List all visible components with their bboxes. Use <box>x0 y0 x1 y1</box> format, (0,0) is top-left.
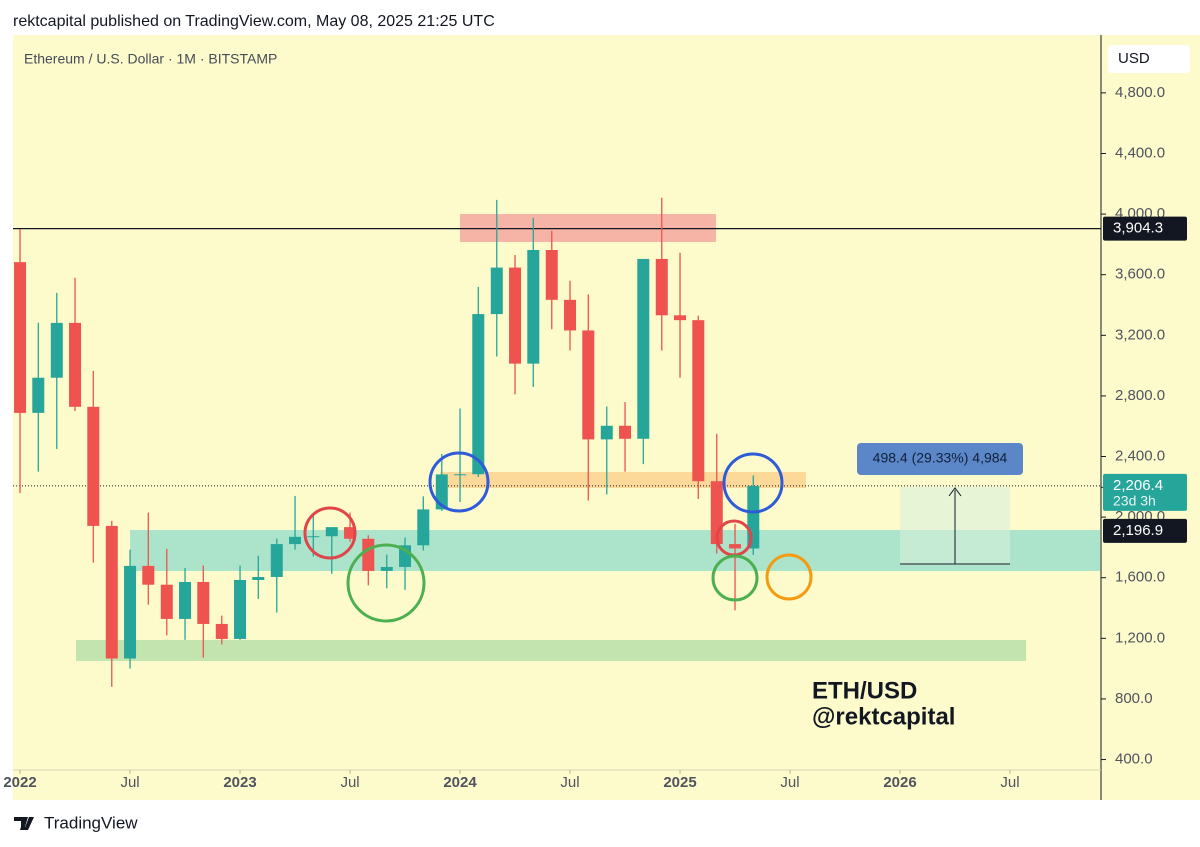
candle-body <box>160 584 173 619</box>
candle-body <box>362 538 375 571</box>
y-tick-label: 1,600.0 <box>1115 569 1165 586</box>
y-tick-label: 2,800.0 <box>1115 387 1165 404</box>
candle-body <box>527 250 540 364</box>
footer <box>0 800 1200 847</box>
candle-body <box>307 536 320 538</box>
candle-body <box>674 315 687 321</box>
candle-body <box>325 527 338 537</box>
x-tick-label: Jul <box>1000 774 1019 791</box>
price-label: 3,904.3 <box>1113 220 1163 237</box>
price-label-box <box>1103 518 1187 543</box>
y-tick-label: 400.0 <box>1115 751 1153 768</box>
measure-arrowhead <box>948 487 962 497</box>
candle-body <box>14 262 27 413</box>
candle-body <box>692 320 705 482</box>
candle-body <box>50 322 63 378</box>
x-tick-label: Jul <box>780 774 799 791</box>
candle-body <box>69 322 82 407</box>
measure-label: 498.4 (29.33%) 4,984 <box>873 450 1008 466</box>
candle-body <box>179 581 192 619</box>
candle-body <box>454 474 467 476</box>
price-label-box <box>1103 216 1187 241</box>
circle <box>346 543 426 623</box>
candles <box>14 197 760 687</box>
candle-body <box>655 258 668 316</box>
candle-body <box>545 250 558 300</box>
x-tick-label: 2022 <box>3 774 36 791</box>
y-tick-label: 3,200.0 <box>1115 326 1165 343</box>
price-label: 2,196.9 <box>1113 522 1163 539</box>
candle-body <box>197 581 210 624</box>
brand: TradingView <box>44 813 138 832</box>
candle-body <box>729 544 742 549</box>
watermark: @rektcapital <box>812 703 955 730</box>
price-label: 2,206.4 <box>1113 477 1163 494</box>
candle-body <box>142 565 155 585</box>
candle-body <box>344 527 357 539</box>
watermark: ETH/USD <box>812 677 917 704</box>
y-axis-label: USD <box>1118 50 1150 67</box>
brand-logo <box>14 817 34 830</box>
candle-body <box>105 525 118 659</box>
candle-body <box>619 425 632 439</box>
circle <box>428 451 490 513</box>
x-tick-label: Jul <box>560 774 579 791</box>
candle-body <box>472 314 485 475</box>
chart-title: Ethereum / U.S. Dollar · 1M · BITSTAMP <box>24 51 277 67</box>
x-tick-label: 2025 <box>663 774 696 791</box>
countdown-label: 23d 3h <box>1113 493 1156 509</box>
y-tick-label: 1,200.0 <box>1115 629 1165 646</box>
y-tick-label: 800.0 <box>1115 690 1153 707</box>
candle-body <box>564 299 577 331</box>
x-tick-label: 2024 <box>443 774 477 791</box>
candle-body <box>270 544 283 577</box>
candle-body <box>582 330 595 440</box>
x-tick-label: 2026 <box>883 774 916 791</box>
circle <box>303 506 357 560</box>
x-tick-label: Jul <box>120 774 139 791</box>
candle-body <box>637 258 650 439</box>
candle-body <box>87 406 100 526</box>
circle <box>765 553 813 601</box>
y-tick-label: 2,400.0 <box>1115 447 1165 464</box>
candle-body <box>417 509 430 546</box>
circle <box>711 554 759 602</box>
candle-body <box>600 425 613 440</box>
candle-body <box>289 536 302 545</box>
y-tick-label: 3,600.0 <box>1115 266 1165 283</box>
header-title: rektcapital published on TradingView.com… <box>13 13 495 30</box>
y-tick-label: 4,400.0 <box>1115 144 1165 161</box>
demand-zone <box>76 640 1026 661</box>
unit-box <box>1108 45 1190 73</box>
measure-label-box <box>857 443 1023 475</box>
x-tick-label: 2023 <box>223 774 256 791</box>
candle-body <box>252 576 265 580</box>
axes: 400.0800.01,200.01,600.02,000.02,400.02,… <box>3 84 1165 791</box>
x-tick-label: Jul <box>340 774 359 791</box>
circle <box>722 452 784 514</box>
candle-body <box>747 485 760 549</box>
drawings-top <box>303 451 1010 623</box>
candle-body <box>490 267 503 315</box>
candle-body <box>234 580 247 639</box>
price-label-box <box>1103 473 1187 511</box>
y-tick-label: 4,800.0 <box>1115 84 1165 101</box>
candle-body <box>124 565 137 659</box>
candle-body <box>32 377 45 413</box>
candle-body <box>215 623 228 639</box>
candle-body <box>509 267 522 364</box>
candle-body <box>380 566 393 571</box>
